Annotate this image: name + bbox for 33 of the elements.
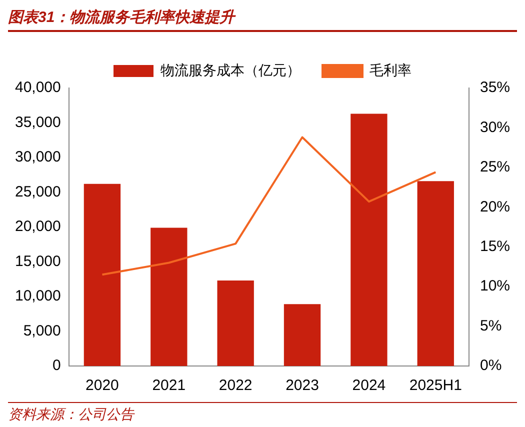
y-tick-label: 5,000 (23, 322, 61, 340)
y-tick-label: 10,000 (14, 288, 61, 305)
x-tick-label: 2022 (218, 377, 252, 394)
y2-tick-label: 0% (480, 357, 502, 374)
x-tick-label: 2024 (352, 377, 386, 394)
y-tick-label: 30,000 (14, 148, 61, 166)
y-tick-label: 15,000 (14, 252, 61, 270)
bar (84, 184, 121, 366)
y-tick-label: 40,000 (14, 79, 61, 96)
x-tick-label: 2023 (286, 377, 319, 394)
y-tick-label: 25,000 (14, 183, 61, 200)
x-tick-label: 2025H1 (409, 377, 462, 394)
y2-tick-label: 30% (480, 118, 510, 136)
y2-tick-label: 15% (480, 238, 510, 255)
y-tick-label: 0 (52, 357, 61, 374)
legend-label: 毛利率 (370, 62, 412, 78)
y2-tick-label: 5% (480, 317, 502, 334)
legend-label: 物流服务成本（亿元） (160, 62, 300, 78)
text: 资料来源：公司公告 (8, 402, 517, 424)
x-tick-label: 2020 (86, 377, 119, 394)
bar (350, 114, 388, 366)
bar (284, 304, 321, 366)
y2-tick-label: 20% (480, 198, 510, 216)
x-tick-label: 2021 (152, 377, 186, 394)
bar (150, 228, 188, 366)
bar (217, 280, 254, 366)
y2-tick-label: 10% (480, 278, 510, 295)
bar (417, 181, 454, 366)
y2-tick-label: 25% (480, 158, 510, 176)
y2-tick-label: 35% (480, 79, 510, 96)
y-tick-label: 35,000 (14, 114, 61, 131)
chart-title: 图表31：物流服务毛利率快速提升 (8, 8, 517, 32)
y-tick-label: 20,000 (14, 218, 61, 236)
